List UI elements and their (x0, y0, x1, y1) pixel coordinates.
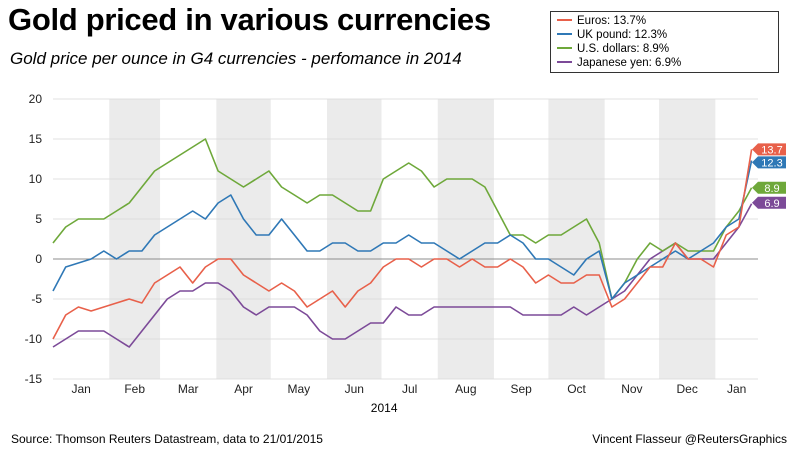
series-line-u-s-dollars (52, 138, 753, 300)
end-label-tag (752, 181, 786, 194)
x-tick-label: Jan (71, 382, 90, 396)
month-band (326, 99, 382, 379)
line-chart: -15 -10 -5 0 5 10 15 20 Jan Feb Mar Apr May Jun Jul Au… (25, 92, 786, 415)
series-line-japanese-yen (52, 203, 753, 348)
month-band (109, 99, 161, 379)
x-tick-label: Feb (124, 382, 145, 396)
end-label-tag (752, 143, 786, 156)
month-band (548, 99, 605, 379)
month-band (659, 99, 716, 379)
y-tick-label: -5 (31, 292, 42, 306)
x-tick-label: Dec (677, 382, 698, 396)
legend-item-euros: Euros: 13.7% (557, 14, 646, 28)
month-band (437, 99, 494, 379)
credit-note: Vincent Flasseur @ReutersGraphics (592, 432, 787, 446)
x-tick-label: May (288, 382, 311, 396)
x-tick-label: Jun (345, 382, 364, 396)
month-bands (109, 99, 716, 379)
legend-label-us-dollars: U.S. dollars: 8.9% (577, 43, 670, 55)
y-tick-label: 20 (29, 92, 43, 106)
chart-title: Gold priced in various currencies (8, 2, 491, 37)
chart-subtitle: Gold price per ounce in G4 currencies - … (10, 49, 462, 68)
end-label-value: 13.7 (761, 144, 782, 156)
legend-label-japanese-yen: Japanese yen: 6.9% (577, 57, 682, 69)
x-tick-label: Mar (178, 382, 199, 396)
series-lines (52, 138, 753, 348)
legend-item-us-dollars: U.S. dollars: 8.9% (557, 42, 669, 56)
y-tick-label: 0 (35, 252, 42, 266)
end-label-tag (752, 196, 786, 209)
y-tick-label: -10 (25, 332, 43, 346)
legend-swatch-us-dollars (557, 46, 572, 49)
x-tick-label: Apr (234, 382, 253, 396)
end-label-value: 12.3 (761, 157, 782, 169)
x-tick-label: Aug (455, 382, 476, 396)
x-axis: Jan Feb Mar Apr May Jun Jul Aug Sep Oct Nov Dec Jan (71, 382, 746, 396)
x-tick-label: Jul (402, 382, 417, 396)
legend-label-uk-pound: UK pound: 12.3% (577, 29, 668, 41)
y-axis: -15 -10 -5 0 5 10 15 20 (25, 92, 43, 386)
x-tick-label: Oct (567, 382, 586, 396)
source-note: Source: Thomson Reuters Datastream, data… (11, 432, 323, 446)
legend-label-euros: Euros: 13.7% (577, 15, 647, 27)
end-labels: 13.712.3 8.9 6.9 (752, 143, 786, 210)
legend-swatch-uk-pound (557, 32, 572, 35)
month-band (216, 99, 271, 379)
end-label-tag (752, 156, 786, 169)
y-tick-label: 10 (29, 172, 43, 186)
legend: Euros: 13.7% UK pound: 12.3% U.S. dollar… (550, 11, 779, 73)
series-line-euros (52, 149, 753, 340)
legend-swatch-japanese-yen (557, 60, 572, 63)
x-tick-label: Jan (727, 382, 746, 396)
legend-swatch-euros (557, 18, 572, 21)
x-axis-year-label: 2014 (371, 401, 398, 415)
x-tick-label: Nov (621, 382, 642, 396)
y-tick-label: 15 (29, 132, 43, 146)
x-tick-label: Sep (510, 382, 532, 396)
y-tick-label: -15 (25, 372, 43, 386)
end-label-value: 8.9 (764, 183, 779, 195)
end-label-value: 6.9 (764, 198, 779, 210)
legend-item-japanese-yen: Japanese yen: 6.9% (557, 56, 681, 70)
legend-item-uk-pound: UK pound: 12.3% (557, 28, 667, 42)
series-line-uk-pound (52, 160, 753, 300)
y-tick-label: 5 (35, 212, 42, 226)
